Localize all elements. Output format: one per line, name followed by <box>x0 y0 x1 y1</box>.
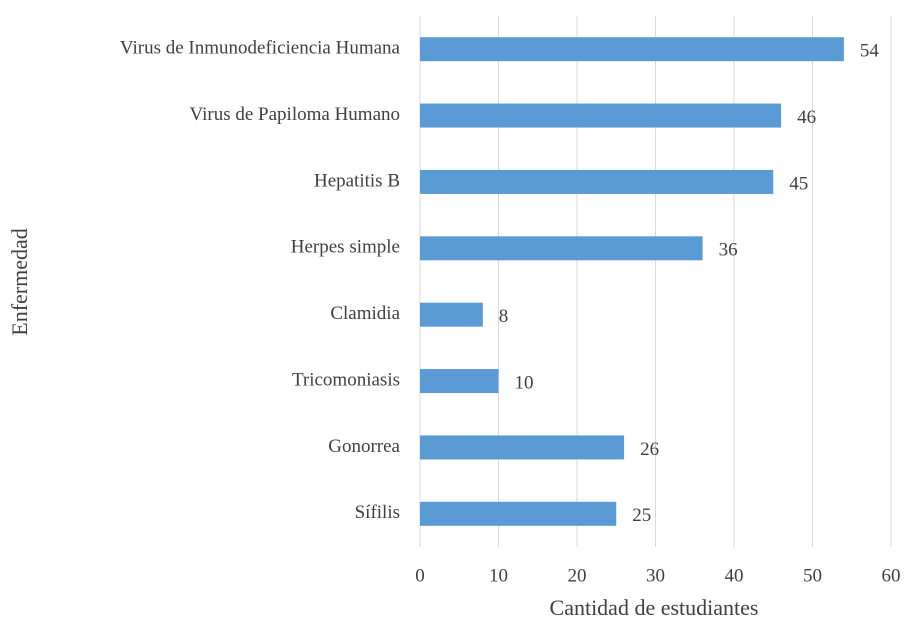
bar <box>420 369 499 394</box>
y-tick-label: Virus de Inmunodeficiencia Humana <box>120 38 401 59</box>
data-label: 10 <box>515 372 534 393</box>
bar <box>420 236 703 261</box>
bar <box>420 435 625 460</box>
y-tick-label: Clamidia <box>330 303 400 324</box>
data-label: 46 <box>797 107 816 128</box>
x-tick-label: 20 <box>568 565 587 586</box>
x-tick-label: 60 <box>882 565 901 586</box>
y-tick-label: Herpes simple <box>291 237 400 258</box>
x-tick-label: 0 <box>415 565 425 586</box>
x-tick-label: 10 <box>489 565 508 586</box>
x-tick-label: 40 <box>725 565 744 586</box>
bar <box>420 103 782 128</box>
y-tick-label: Virus de Papiloma Humano <box>190 104 400 125</box>
y-tick-label: Gonorrea <box>328 436 400 457</box>
x-axis-title: Cantidad de estudiantes <box>550 595 759 620</box>
data-label: 36 <box>719 240 738 261</box>
bar <box>420 37 844 62</box>
data-label: 45 <box>789 173 808 194</box>
bar <box>420 302 483 327</box>
data-label: 26 <box>640 439 659 460</box>
x-tick-label: 30 <box>646 565 665 586</box>
y-tick-label: Sífilis <box>355 502 400 523</box>
bar <box>420 501 617 526</box>
y-tick-label: Tricomoniasis <box>292 369 400 390</box>
data-label: 8 <box>499 306 509 327</box>
y-tick-label: Hepatitis B <box>314 170 400 191</box>
y-axis-title: Enfermedad <box>7 228 32 336</box>
x-tick-label: 50 <box>803 565 822 586</box>
bar <box>420 169 774 194</box>
data-label: 54 <box>860 41 880 62</box>
data-label: 25 <box>632 505 651 526</box>
